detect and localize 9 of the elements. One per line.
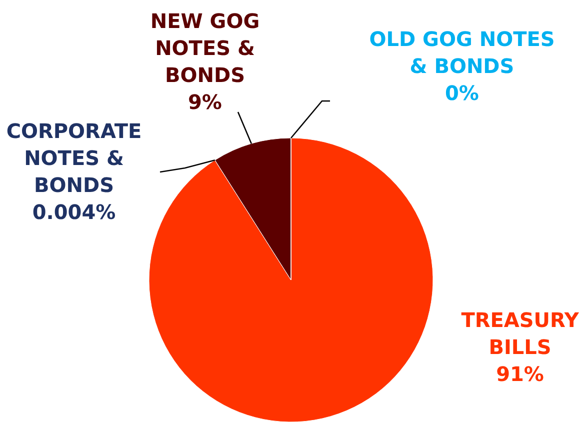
data-label: 91% (496, 362, 544, 386)
pie-slice (148, 138, 434, 422)
slice-label: CORPORATE NOTES & BONDS (6, 119, 142, 197)
slice-label: NEW GOG NOTES & BONDS (150, 9, 260, 87)
category-label: OLD GOG NOTES & BONDS (369, 27, 555, 78)
slice-label: TREASURY BILLS (461, 308, 580, 359)
data-label: 9% (188, 90, 222, 114)
text: 0% (445, 81, 479, 105)
data-label: 0.004% (32, 200, 116, 224)
